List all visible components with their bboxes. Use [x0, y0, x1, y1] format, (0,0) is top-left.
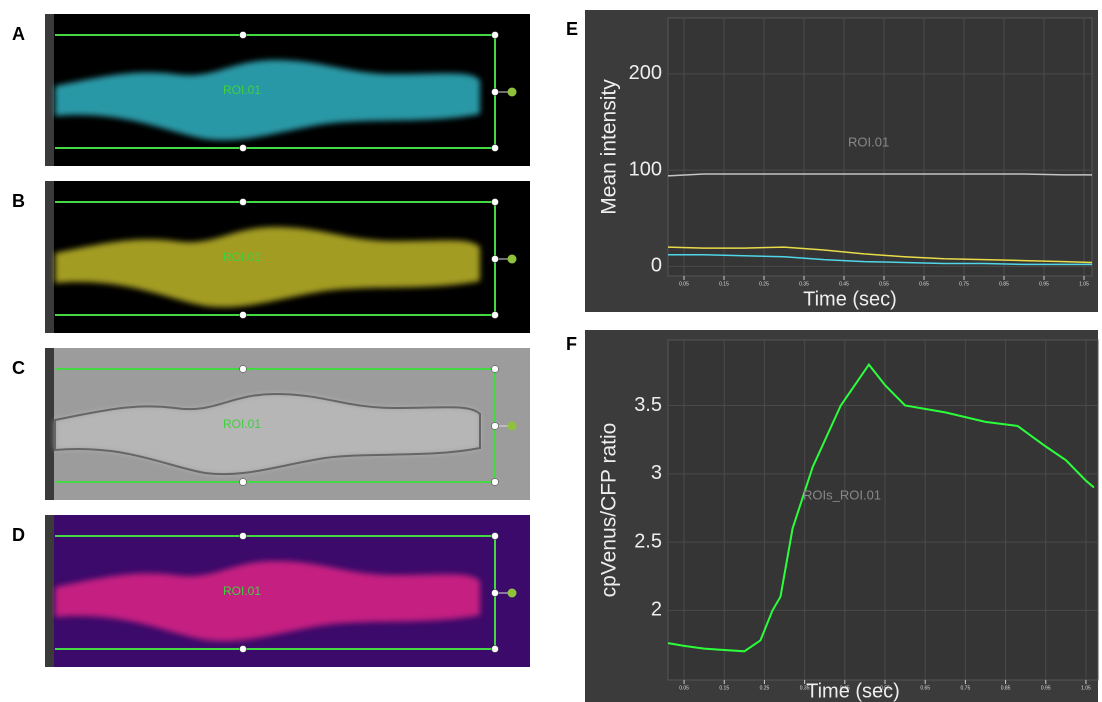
x-tick-label: 0.05: [679, 281, 689, 287]
roi-rotate-handle: [507, 421, 517, 431]
roi-handle: [239, 144, 247, 152]
panel-label: E: [566, 19, 578, 39]
series-line: [667, 362, 1095, 653]
image-edge: [45, 14, 54, 166]
roi-handle: [491, 198, 499, 206]
x-tick-label: 0.15: [719, 685, 729, 691]
x-tick-label: 1.05: [1081, 685, 1091, 691]
roi-handle: [491, 255, 499, 263]
y-tick-label: 2.5: [634, 530, 662, 552]
roi-handle: [491, 422, 499, 430]
x-tick-label: 0.65: [920, 685, 930, 691]
roi-handle: [491, 645, 499, 653]
x-tick-label: 0.35: [800, 685, 810, 691]
x-tick-label: 0.75: [959, 281, 969, 287]
series-line: [668, 254, 1092, 266]
x-tick-label: 0.05: [679, 685, 689, 691]
panel-label: F: [566, 334, 577, 354]
panel-label: B: [12, 191, 25, 211]
plot-area: [667, 17, 1093, 277]
x-tick-label: 0.95: [1041, 685, 1051, 691]
roi-handle: [239, 478, 247, 486]
x-tick-label: 0.85: [999, 281, 1009, 287]
y-tick-label: 3: [651, 462, 662, 484]
x-tick-label: 0.95: [1039, 281, 1049, 287]
x-tick-label: 0.15: [719, 281, 729, 287]
roi-label: ROI.01: [223, 250, 261, 264]
roi-handle: [239, 198, 247, 206]
y-tick-label: 100: [629, 158, 662, 180]
y-tick-label: 2: [651, 599, 662, 621]
x-tick-label: 0.55: [879, 281, 889, 287]
roi-rotate-handle: [507, 87, 517, 97]
roi-handle: [491, 589, 499, 597]
cell: [55, 60, 480, 141]
roi-handle: [491, 311, 499, 319]
roi-handle: [491, 144, 499, 152]
cell-outline: [54, 392, 481, 476]
roi-label: ROI.01: [223, 83, 261, 97]
x-axis-label: Time (sec): [806, 680, 900, 702]
x-tick-label: 0.75: [961, 685, 971, 691]
roi-handle: [491, 532, 499, 540]
annotation: ROIs_ROI.01: [803, 487, 881, 502]
cell: [55, 227, 480, 308]
image-edge: [45, 348, 54, 500]
x-tick-label: 0.35: [799, 281, 809, 287]
x-tick-label: 0.45: [839, 281, 849, 287]
y-axis-label: cpVenus/CFP ratio: [598, 423, 621, 598]
roi-handle: [491, 31, 499, 39]
x-tick-label: 0.85: [1001, 685, 1011, 691]
roi-rotate-handle: [507, 588, 517, 598]
panel-label: A: [12, 24, 25, 44]
y-tick-label: 0: [651, 255, 662, 277]
image-panel: ROI.01: [45, 14, 530, 166]
panel-label: D: [12, 525, 25, 545]
roi-handle: [239, 365, 247, 373]
x-tick-label: 0.45: [840, 685, 850, 691]
x-tick-label: 0.25: [760, 685, 770, 691]
roi-handle: [491, 365, 499, 373]
x-tick-label: 0.65: [919, 281, 929, 287]
x-tick-label: 0.55: [880, 685, 890, 691]
roi-handle: [239, 532, 247, 540]
roi-handle: [239, 645, 247, 653]
x-tick-label: 0.25: [759, 281, 769, 287]
series-line: [667, 246, 1093, 264]
roi-rotate-handle: [507, 254, 517, 264]
plot-area: [667, 339, 1099, 681]
cell: [55, 561, 480, 642]
roi-handle: [491, 478, 499, 486]
image-edge: [45, 515, 54, 667]
image-panel: ROI.01: [45, 515, 530, 667]
y-tick-label: 200: [629, 62, 662, 84]
y-axis-label: Mean intensity: [598, 79, 621, 215]
roi-label: ROI.01: [223, 584, 261, 598]
image-edge: [45, 181, 54, 333]
x-tick-label: 1.05: [1079, 281, 1089, 287]
x-axis-label: Time (sec): [803, 288, 897, 310]
y-tick-label: 3.5: [634, 394, 662, 416]
roi-handle: [239, 311, 247, 319]
image-panel: ROI.01: [45, 181, 530, 333]
roi-handle: [239, 31, 247, 39]
roi-handle: [491, 88, 499, 96]
panel-label: C: [12, 358, 25, 378]
annotation: ROI.01: [848, 134, 889, 149]
image-panel: ROI.01: [45, 348, 530, 500]
series-line: [667, 173, 1092, 177]
roi-label: ROI.01: [223, 417, 261, 431]
